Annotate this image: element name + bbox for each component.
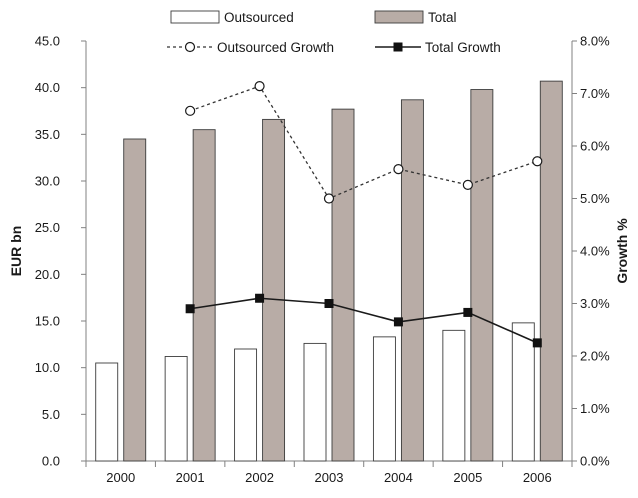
bar-outsourced bbox=[511, 322, 535, 462]
bar-total bbox=[400, 99, 424, 462]
right-tick-label: 0.0% bbox=[580, 454, 610, 469]
x-tick-label: 2004 bbox=[384, 470, 413, 485]
legend-marker-total-growth bbox=[393, 42, 403, 52]
right-tick-label: 1.0% bbox=[580, 401, 610, 416]
bar-total bbox=[123, 138, 147, 462]
bar-total bbox=[331, 108, 355, 462]
bar-outsourced bbox=[164, 356, 188, 462]
left-tick-label: 45.0 bbox=[35, 34, 60, 49]
bar-total bbox=[539, 80, 563, 462]
legend-marker-outsourced-growth bbox=[184, 41, 196, 53]
point-outsourced-growth bbox=[532, 156, 543, 167]
right-tick-label: 7.0% bbox=[580, 86, 610, 101]
point-total-growth bbox=[324, 299, 334, 308]
bar-total bbox=[262, 118, 286, 462]
line-total-growth bbox=[190, 297, 538, 344]
left-tick-label: 35.0 bbox=[35, 127, 60, 142]
legend: Outsourced Total Outsourced Growth Total Gr… bbox=[167, 10, 501, 55]
bar-outsourced bbox=[234, 348, 258, 462]
y-axis-right-title: Growth % bbox=[614, 218, 630, 284]
left-tick-label: 40.0 bbox=[35, 80, 60, 95]
right-tick-label: 6.0% bbox=[580, 139, 610, 154]
bars bbox=[95, 80, 563, 462]
right-tick-label: 5.0% bbox=[580, 191, 610, 206]
x-tick-label: 2000 bbox=[106, 470, 135, 485]
legend-label-outsourced: Outsourced bbox=[224, 10, 294, 25]
legend-swatch-total bbox=[374, 10, 424, 24]
point-outsourced-growth bbox=[254, 81, 265, 92]
left-tick-label: 10.0 bbox=[35, 360, 60, 375]
right-tick-label: 8.0% bbox=[580, 34, 610, 49]
x-tick-label: 2005 bbox=[453, 470, 482, 485]
bar-total bbox=[470, 89, 494, 462]
point-total-growth bbox=[532, 338, 542, 348]
point-total-growth bbox=[393, 317, 403, 327]
x-tick-label: 2001 bbox=[176, 470, 205, 485]
point-outsourced-growth bbox=[185, 105, 196, 116]
point-total-growth bbox=[255, 293, 265, 303]
point-total-growth bbox=[185, 304, 195, 314]
right-tick-label: 2.0% bbox=[580, 349, 610, 364]
legend-label-total: Total bbox=[428, 10, 457, 25]
point-outsourced-growth bbox=[323, 193, 335, 204]
legend-label-total-growth: Total Growth bbox=[425, 40, 501, 55]
point-outsourced-growth bbox=[462, 179, 473, 190]
growth-lines bbox=[185, 81, 543, 348]
x-tick-label: 2003 bbox=[315, 470, 344, 485]
y-axis-title: EUR bn bbox=[8, 226, 24, 277]
left-tick-label: 30.0 bbox=[35, 174, 60, 189]
x-tick-label: 2002 bbox=[245, 470, 274, 485]
bar-outsourced bbox=[372, 336, 396, 462]
right-tick-label: 4.0% bbox=[580, 244, 610, 259]
line-outsourced-growth bbox=[189, 85, 538, 200]
point-total-growth bbox=[463, 307, 473, 317]
x-tick-label: 2006 bbox=[523, 470, 552, 485]
bar-outsourced bbox=[303, 342, 327, 462]
bar-outsourced bbox=[95, 362, 119, 462]
left-tick-label: 20.0 bbox=[35, 267, 60, 282]
bar-total bbox=[192, 129, 216, 462]
right-tick-label: 3.0% bbox=[580, 296, 610, 311]
left-tick-label: 15.0 bbox=[35, 314, 60, 329]
axes: 0.0 5.0 10.0 15.0 20.0 25.0 30.0 35.0 40.0 45.0 0.… bbox=[8, 34, 630, 486]
left-tick-label: 25.0 bbox=[35, 220, 60, 235]
legend-label-outsourced-growth: Outsourced Growth bbox=[217, 40, 334, 55]
bar-outsourced bbox=[442, 329, 466, 462]
left-tick-label: 0.0 bbox=[42, 454, 60, 469]
left-tick-label: 5.0 bbox=[42, 407, 60, 422]
point-outsourced-growth bbox=[393, 164, 404, 175]
legend-swatch-outsourced bbox=[170, 10, 220, 24]
